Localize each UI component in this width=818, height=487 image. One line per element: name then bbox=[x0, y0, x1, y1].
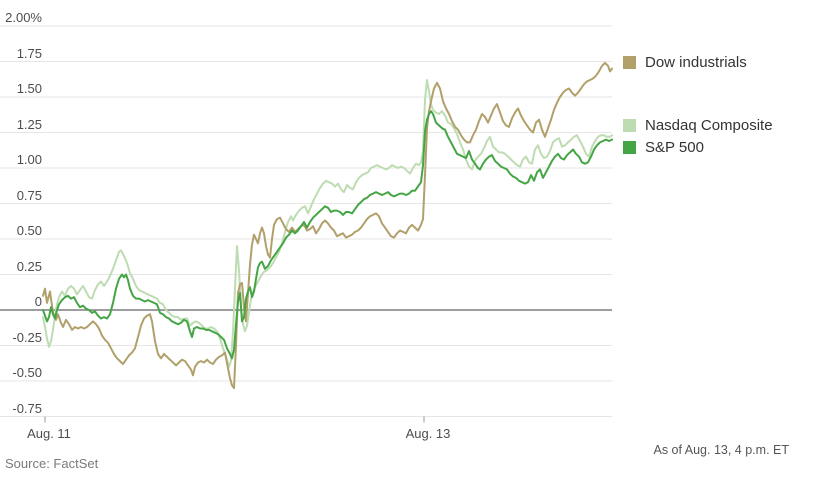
series-line-nasdaq bbox=[42, 79, 613, 368]
spx-swatch bbox=[623, 141, 636, 154]
legend-item-spx: S&P 500 bbox=[623, 139, 704, 156]
y-axis-label: 0.50 bbox=[16, 223, 42, 238]
y-axis-label: -0.75 bbox=[12, 400, 42, 416]
y-axis-label: 0 bbox=[34, 294, 42, 309]
y-axis-label: 1.25 bbox=[16, 116, 42, 132]
legend-label-dow: Dow industrials bbox=[645, 54, 747, 71]
dow-swatch bbox=[623, 56, 636, 69]
nasdaq-swatch bbox=[623, 119, 636, 132]
source-label: Source: FactSet bbox=[5, 456, 99, 471]
y-axis-label: -0.25 bbox=[12, 329, 42, 345]
y-axis-label: 1.50 bbox=[16, 81, 42, 96]
y-axis-label: 1.00 bbox=[16, 152, 42, 167]
y-axis-label: 1.75 bbox=[16, 45, 42, 61]
legend-label-nasdaq: Nasdaq Composite bbox=[645, 117, 773, 134]
series-line-spx bbox=[42, 110, 613, 360]
as-of-label: As of Aug. 13, 4 p.m. ET bbox=[653, 443, 790, 457]
series-line-dow bbox=[42, 61, 613, 390]
legend-item-dow: Dow industrials bbox=[623, 54, 747, 71]
y-axis-label: -0.50 bbox=[12, 365, 42, 380]
legend-item-nasdaq: Nasdaq Composite bbox=[623, 117, 773, 134]
y-axis-label: 0.25 bbox=[16, 258, 42, 274]
y-axis-label: 0.75 bbox=[16, 187, 42, 203]
legend-label-spx: S&P 500 bbox=[645, 139, 704, 156]
x-axis-label: Aug. 11 bbox=[27, 426, 71, 441]
x-axis-label: Aug. 13 bbox=[405, 426, 451, 441]
y-axis-label: 2.00% bbox=[5, 10, 42, 25]
